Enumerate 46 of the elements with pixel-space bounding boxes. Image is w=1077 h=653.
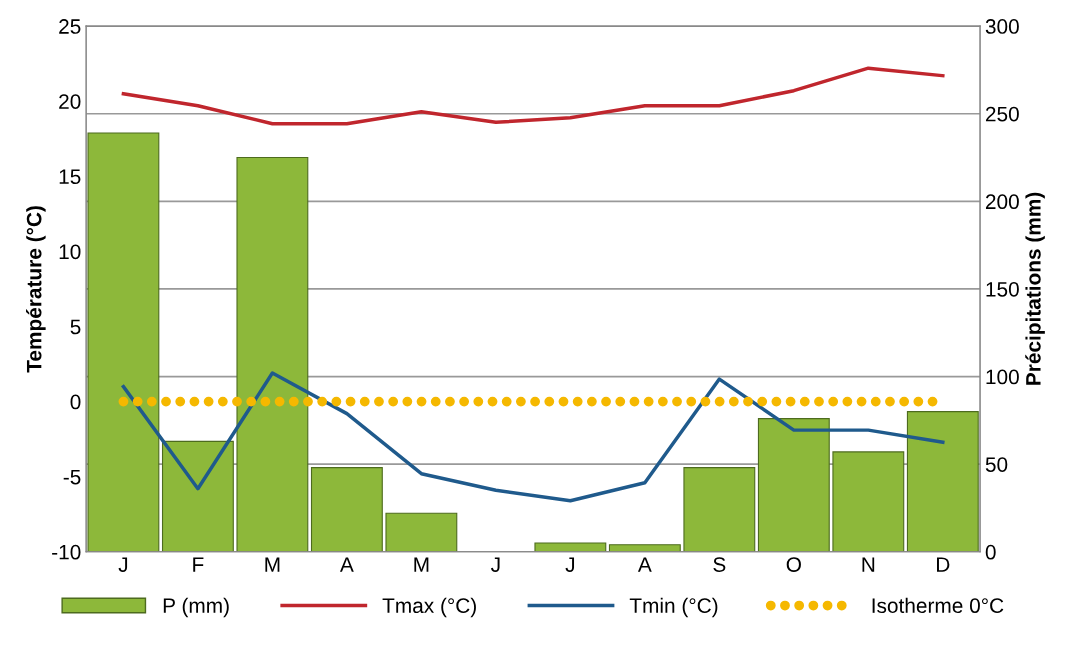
y2-tick-label: 300 [985,19,1019,34]
x-tick-label: J [565,557,575,572]
bar [385,512,458,552]
bar [161,440,234,552]
y2-axis-title: Précipitations (mm) [1025,192,1045,385]
bar [87,132,160,552]
bar [236,156,309,552]
x-tick-label: J [490,557,500,572]
bar [310,467,383,552]
line-series [121,66,945,126]
y-tick-label: 10 [59,244,81,260]
x-tick-label: O [786,557,801,572]
x-tick-label: N [862,557,875,572]
legend-label: Tmin (°C) [629,597,718,618]
x-tick-label: F [193,557,204,572]
bar [757,418,830,552]
y-tick-label: 5 [70,319,81,335]
x-tick-label: J [118,557,128,572]
y-tick-label: -10 [52,544,81,560]
y-tick-label: -5 [63,469,81,485]
line-series [121,371,945,503]
y-axis-title: Température (°C) [26,206,46,373]
x-tick-label: A [339,557,354,572]
y2-tick-label: 0 [985,544,996,560]
y-tick-label: 0 [70,394,81,410]
bar [534,542,607,552]
x-tick-label: D [937,557,950,572]
bar [683,467,756,552]
x-tick-label: S [713,557,726,572]
bar [906,411,979,552]
bar [608,544,681,552]
legend-label: Tmax (°C) [382,597,476,618]
y-tick-label: 20 [59,94,81,109]
y2-tick-label: 250 [985,106,1019,122]
y2-tick-label: 50 [985,457,1008,472]
y-tick-label: 15 [59,169,81,185]
y2-tick-label: 100 [986,369,1019,385]
y-tick-label: 25 [59,19,81,34]
y2-tick-label: 150 [986,281,1019,297]
legend-label: Isotherme 0°C [872,597,1004,614]
bar [832,451,905,552]
x-tick-label: M [265,557,280,572]
legend-label: P (mm) [163,597,229,618]
x-tick-label: A [637,557,652,572]
y2-tick-label: 200 [985,194,1019,210]
x-tick-label: M [414,557,429,572]
